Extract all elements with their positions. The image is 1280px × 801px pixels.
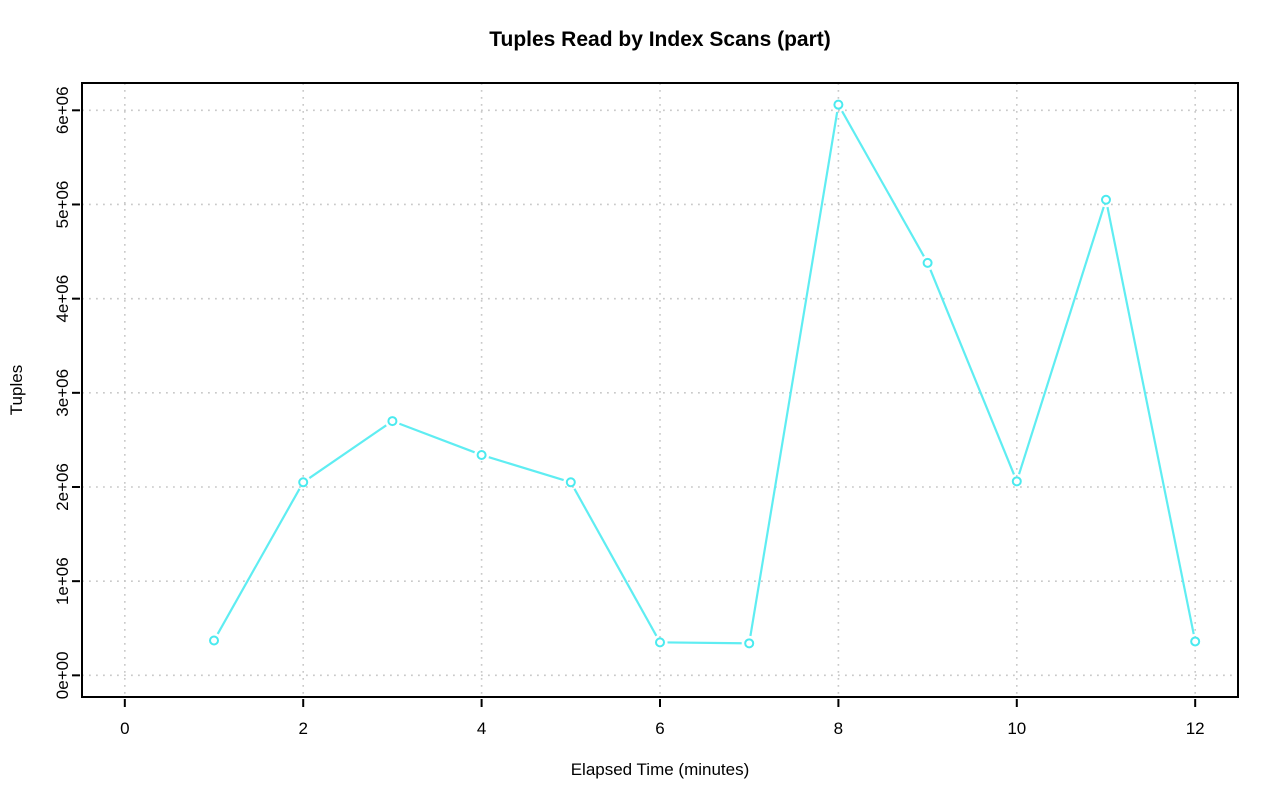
x-tick-label: 0 (120, 719, 129, 738)
series-line-segment (1018, 206, 1105, 475)
data-point-marker (387, 416, 398, 427)
x-tick-label: 6 (655, 719, 664, 738)
y-axis-label: Tuples (7, 364, 26, 416)
plot-border (81, 82, 1239, 698)
chart-title: Tuples Read by Index Scans (part) (489, 28, 831, 51)
series-line-segment (308, 424, 387, 479)
y-tick-label: 3e+06 (53, 369, 72, 417)
series-line-segment (573, 488, 658, 637)
data-point-marker (1100, 194, 1111, 205)
series-line-segment (929, 269, 1015, 475)
x-tick-label: 10 (1007, 719, 1026, 738)
data-point-marker (476, 449, 487, 460)
data-point-marker (1011, 476, 1022, 487)
y-tick-label: 6e+06 (53, 86, 72, 134)
data-point-marker (655, 637, 665, 648)
data-point-marker (1190, 636, 1201, 647)
y-tick-label: 0e+00 (53, 651, 72, 699)
x-tick-label: 2 (298, 719, 307, 738)
y-tick-label: 4e+06 (53, 275, 72, 323)
series-line-segment (667, 641, 742, 645)
data-point-marker (833, 99, 844, 110)
data-point-marker (922, 257, 933, 268)
x-tick-label: 4 (477, 719, 486, 738)
data-point-marker (565, 477, 576, 488)
series-line-segment (749, 111, 839, 637)
series-line-segment (841, 110, 925, 257)
series-line-segment (399, 422, 475, 454)
y-tick-label: 5e+06 (53, 181, 72, 229)
data-point-marker (209, 635, 220, 646)
x-tick-label: 12 (1186, 719, 1205, 738)
y-tick-label: 1e+06 (53, 557, 72, 605)
x-axis-label: Elapsed Time (minutes) (570, 760, 750, 779)
series-line-segment (216, 488, 301, 635)
y-tick-label: 2e+06 (53, 463, 72, 511)
series-line-segment (1106, 206, 1195, 635)
series-line-segment (488, 456, 564, 482)
x-tick-label: 8 (834, 719, 843, 738)
data-point-marker (298, 477, 309, 488)
data-point-marker (744, 638, 755, 649)
